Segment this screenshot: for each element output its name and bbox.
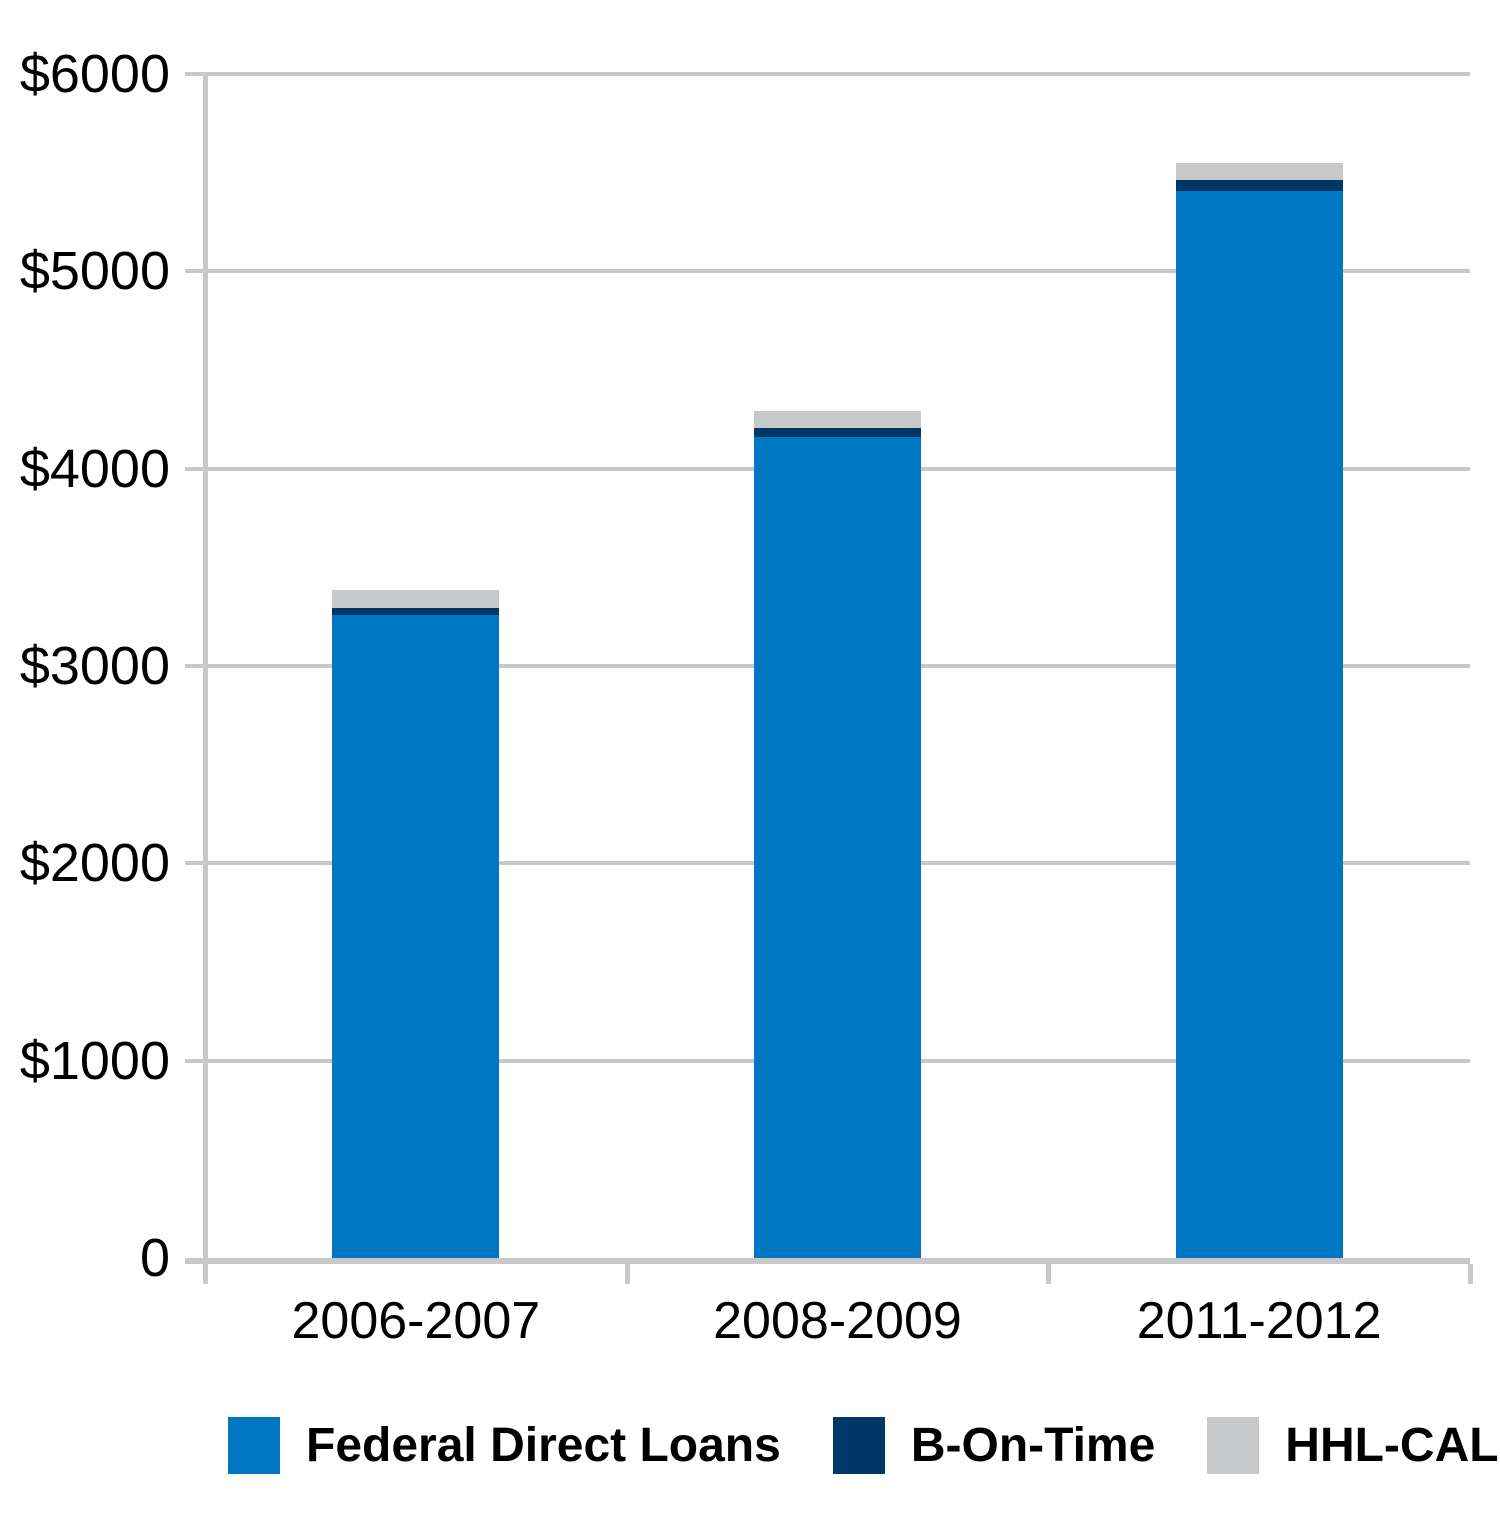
y-axis-tick-label: $2000 bbox=[19, 833, 170, 894]
legend-label-hhl-cal: HHL-CAL bbox=[1285, 1419, 1499, 1472]
legend-label-federal-direct-loans: Federal Direct Loans bbox=[306, 1419, 781, 1472]
bar-segment-hhl-cal bbox=[754, 411, 921, 429]
y-axis-tick-label: $4000 bbox=[19, 438, 170, 499]
bar-segment-b-on-time bbox=[332, 607, 500, 615]
x-axis-tick bbox=[203, 1264, 208, 1284]
legend-item-federal-direct-loans: Federal Direct Loans bbox=[228, 1417, 781, 1474]
y-axis-tick-label: 0 bbox=[139, 1228, 170, 1288]
bar-segment-b-on-time bbox=[754, 428, 921, 438]
y-axis-tick-label: $1000 bbox=[19, 1030, 170, 1091]
gridline bbox=[185, 72, 1470, 76]
legend: Federal Direct Loans B-On-Time HHL-CAL bbox=[228, 1417, 1499, 1474]
x-axis-line bbox=[185, 1258, 1470, 1264]
x-axis-tick-label: 2006-2007 bbox=[291, 1292, 541, 1350]
bar-segment-federal-direct-loans bbox=[754, 437, 921, 1258]
legend-swatch-b-on-time bbox=[832, 1417, 885, 1474]
legend-swatch-hhl-cal bbox=[1207, 1417, 1260, 1474]
bar-segment-federal-direct-loans bbox=[1175, 191, 1343, 1258]
y-axis-tick-label: $5000 bbox=[19, 241, 170, 302]
legend-label-b-on-time: B-On-Time bbox=[910, 1419, 1156, 1472]
x-axis-tick bbox=[624, 1264, 630, 1284]
bar-segment-hhl-cal bbox=[332, 590, 500, 608]
bar-segment-hhl-cal bbox=[1175, 162, 1343, 180]
x-axis-tick bbox=[1046, 1264, 1052, 1284]
y-axis-line bbox=[203, 74, 208, 1284]
legend-item-hhl-cal: HHL-CAL bbox=[1207, 1417, 1499, 1474]
legend-swatch-federal-direct-loans bbox=[228, 1417, 280, 1474]
bar-segment-b-on-time bbox=[1175, 179, 1343, 192]
x-axis-tick bbox=[1468, 1264, 1473, 1284]
legend-item-b-on-time: B-On-Time bbox=[832, 1417, 1156, 1474]
x-axis-tick-label: 2008-2009 bbox=[713, 1292, 962, 1350]
x-axis-tick-label: 2011-2012 bbox=[1136, 1292, 1382, 1350]
bar-segment-federal-direct-loans bbox=[332, 614, 500, 1258]
y-axis-tick-label: $6000 bbox=[19, 44, 170, 104]
y-axis-tick-label: $3000 bbox=[19, 636, 170, 696]
gridline bbox=[185, 269, 1470, 274]
